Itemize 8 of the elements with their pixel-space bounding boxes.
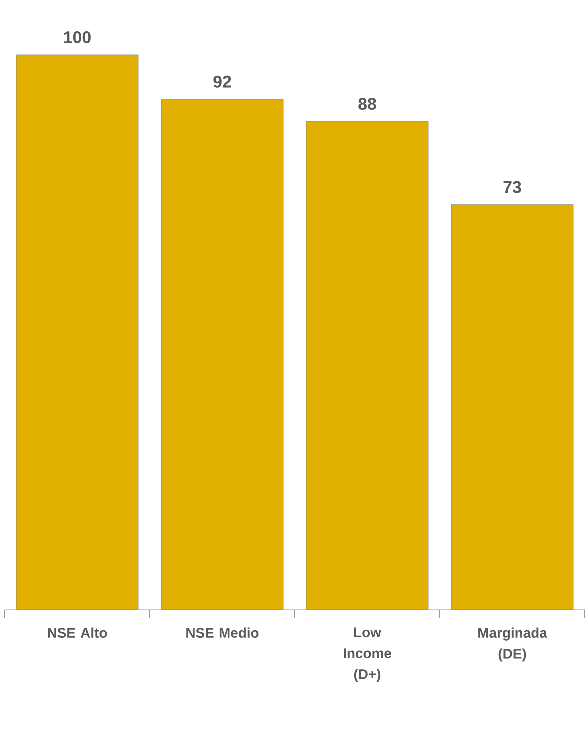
x-tick-label: NSE Alto — [48, 628, 108, 638]
data-label: 88 — [358, 98, 376, 110]
x-tick-label: Low Income (D+) — [344, 628, 392, 682]
data-label: 73 — [504, 181, 522, 194]
data-label: 100 — [64, 31, 91, 44]
x-tick-label: NSE Medio — [186, 628, 259, 638]
x-tick-label: Marginada (DE) — [478, 628, 548, 662]
data-label: 92 — [214, 76, 232, 88]
